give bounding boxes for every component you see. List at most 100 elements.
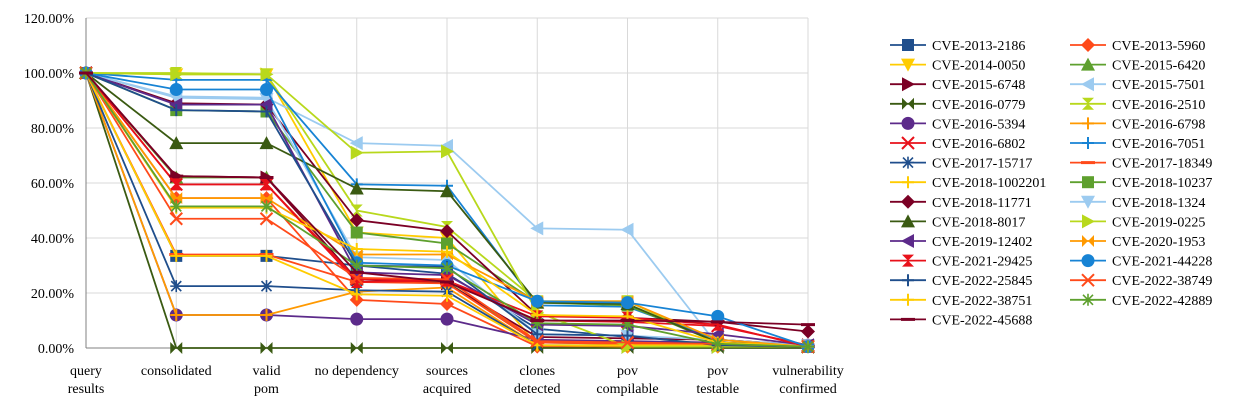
- legend-marker: [902, 39, 914, 51]
- legend-label: CVE-2015-6748: [932, 78, 1025, 93]
- data-point-cve-2016-0779: [260, 342, 273, 354]
- legend-entry: CVE-2016-6802: [890, 136, 1025, 152]
- data-point-cve-2016-5394: [440, 312, 454, 326]
- legend-marker: [1081, 254, 1095, 268]
- legend-label: CVE-2018-10237: [1112, 176, 1212, 191]
- x-tick-label: valid pom: [253, 364, 281, 397]
- data-point-cve-2018-1002201: [441, 289, 453, 302]
- legend-entry: CVE-2016-0779: [890, 97, 1025, 113]
- legend-marker: [902, 254, 914, 267]
- legend-entry: CVE-2016-7051: [1070, 137, 1205, 152]
- data-point-cve-2022-42889: [350, 259, 363, 272]
- data-point-cve-2019-0225: [260, 67, 274, 82]
- legend-label: CVE-2017-15717: [932, 157, 1032, 172]
- x-tick-label: pov compilable: [596, 364, 658, 397]
- data-point-cve-2022-25845: [621, 329, 634, 342]
- data-point-cve-2021-44228: [530, 294, 544, 308]
- legend-label: CVE-2018-1324: [1112, 196, 1205, 211]
- legend-label: CVE-2021-29425: [932, 255, 1032, 270]
- legend-label: CVE-2022-38749: [1112, 274, 1212, 289]
- legend-entry: CVE-2022-42889: [1070, 294, 1212, 309]
- data-point-cve-2019-12402: [259, 97, 273, 112]
- legend-label: CVE-2021-44228: [1112, 255, 1212, 270]
- data-point-cve-2022-42889: [441, 262, 453, 275]
- data-point-cve-2022-42889: [802, 340, 814, 353]
- legend-label: CVE-2013-2186: [932, 39, 1025, 54]
- legend-label: CVE-2013-5960: [1112, 39, 1205, 54]
- x-tick-label: consolidated: [141, 364, 212, 379]
- data-point-cve-2022-38749: [530, 334, 544, 348]
- data-point-cve-2022-25845: [531, 328, 544, 341]
- series-layer: [79, 66, 815, 354]
- data-point-cve-2022-42889: [531, 317, 544, 330]
- data-point-cve-2018-8017: [259, 136, 274, 150]
- legend-entry: CVE-2013-5960: [1070, 38, 1205, 54]
- data-point-cve-2022-38751: [441, 245, 453, 258]
- legend-marker: [1082, 293, 1094, 306]
- legend-label: CVE-2018-1002201: [932, 176, 1046, 191]
- x-tick-label: clones detected: [514, 364, 561, 397]
- data-point-cve-2022-42889: [170, 200, 183, 213]
- legend-marker: [1082, 214, 1095, 229]
- legend-marker: [902, 274, 914, 287]
- legend-label: CVE-2016-7051: [1112, 137, 1205, 152]
- data-point-cve-2016-6798: [170, 309, 183, 321]
- legend-marker: [901, 214, 915, 228]
- legend-marker: [1082, 137, 1094, 149]
- legend-label: CVE-2016-6798: [1112, 117, 1205, 132]
- legend-entry: CVE-2016-6798: [1070, 117, 1205, 132]
- legend-entry: CVE-2013-2186: [890, 39, 1025, 54]
- legend-entry: CVE-2018-10237: [1070, 176, 1212, 191]
- data-point-cve-2019-0225: [441, 144, 454, 159]
- data-point-cve-2018-1324: [169, 91, 184, 105]
- data-point-cve-2022-25845: [170, 104, 183, 117]
- data-point-cve-2018-8017: [169, 136, 184, 150]
- legend-marker: [1081, 273, 1095, 287]
- x-axis: query results consolidated valid pom no depen…: [68, 364, 844, 397]
- series-cve-2022-45688: [79, 71, 815, 327]
- legend-label: CVE-2015-6420: [1112, 59, 1205, 74]
- legend-marker: [1081, 77, 1094, 92]
- legend-entry: CVE-2018-1002201: [890, 176, 1046, 191]
- legend-entry: CVE-2018-1324: [1070, 195, 1205, 211]
- legend-marker: [901, 194, 915, 209]
- legend-label: CVE-2022-38751: [932, 294, 1032, 309]
- data-point-cve-2022-42889: [711, 337, 724, 350]
- data-point-cve-2022-42889: [260, 200, 273, 213]
- data-point-cve-2018-11771: [349, 213, 364, 228]
- legend-marker: [901, 116, 915, 130]
- legend-entry: CVE-2018-8017: [890, 214, 1025, 230]
- y-tick-label: 0.00%: [38, 342, 75, 357]
- legend-marker: [1082, 117, 1094, 130]
- legend-label: CVE-2018-8017: [932, 215, 1025, 230]
- legend-marker: [1082, 97, 1094, 110]
- data-point-cve-2021-44228: [169, 83, 183, 96]
- data-point-cve-2021-44228: [711, 309, 725, 323]
- y-tick-label: 60.00%: [31, 177, 75, 192]
- legend-marker: [901, 136, 915, 150]
- legend-label: CVE-2016-2510: [1112, 98, 1205, 113]
- data-point-cve-2022-25845: [260, 105, 273, 118]
- legend-label: CVE-2016-0779: [932, 98, 1025, 113]
- legend-label: CVE-2019-0225: [1112, 215, 1205, 230]
- legend-marker: [1082, 235, 1094, 247]
- legend-entry: CVE-2022-25845: [890, 274, 1032, 289]
- legend-marker: [901, 58, 915, 72]
- data-point-cve-2017-15717: [170, 280, 183, 293]
- legend-marker: [902, 293, 914, 306]
- legend-label: CVE-2019-12402: [932, 235, 1032, 250]
- data-point-cve-2018-1002201: [260, 249, 273, 262]
- legend-entry: CVE-2015-7501: [1070, 77, 1205, 93]
- legend-marker: [902, 156, 914, 169]
- data-point-cve-2019-0225: [170, 67, 184, 82]
- legend-entry: CVE-2016-5394: [890, 116, 1025, 132]
- legend-label: CVE-2022-42889: [1112, 294, 1212, 309]
- legend-entry: CVE-2019-0225: [1070, 214, 1205, 230]
- legend-entry: CVE-2022-38749: [1070, 273, 1212, 289]
- y-tick-label: 80.00%: [31, 122, 75, 137]
- x-tick-label: vulnerability confirmed: [772, 364, 844, 397]
- data-point-cve-2016-0779: [170, 342, 183, 354]
- y-tick-label: 100.00%: [24, 67, 75, 82]
- legend-label: CVE-2022-25845: [932, 274, 1032, 289]
- x-tick-label: sources acquired: [423, 364, 471, 397]
